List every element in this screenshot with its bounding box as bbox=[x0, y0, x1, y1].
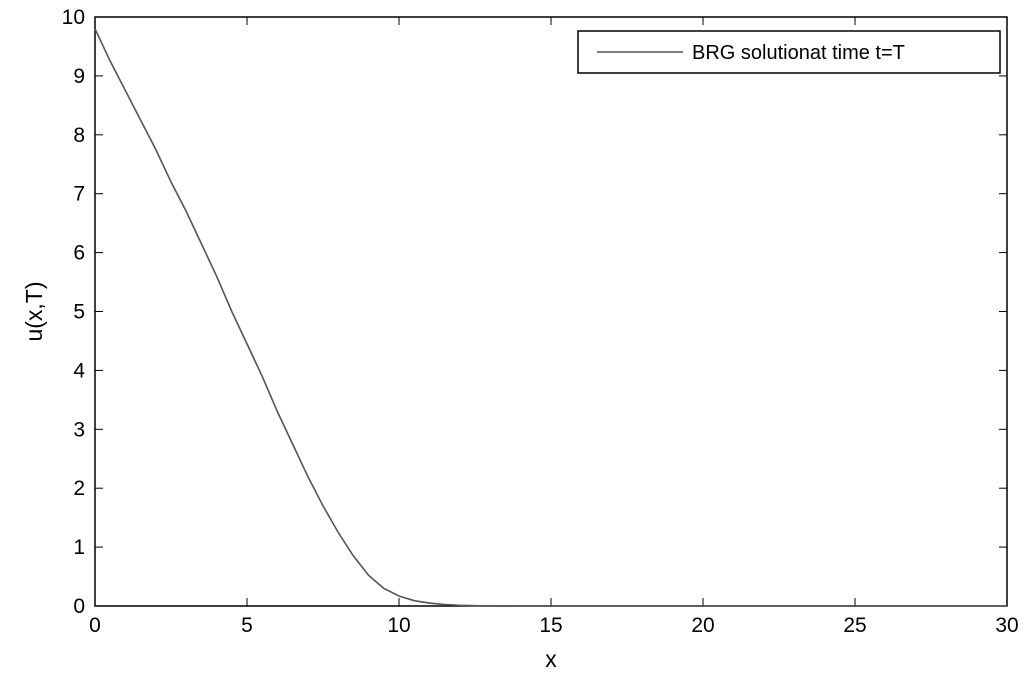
y-tick-label: 8 bbox=[73, 124, 85, 147]
plot-layer: 0 5 10 15 20 25 30 0 1 2 3 4 5 6 7 8 9 10 bbox=[62, 6, 1019, 637]
y-tick-label: 1 bbox=[73, 536, 85, 559]
y-tick-label: 0 bbox=[73, 595, 85, 618]
series-line bbox=[94, 28, 1007, 607]
y-tick-label: 9 bbox=[73, 65, 85, 88]
legend: BRG solutionat time t=T bbox=[577, 30, 1001, 74]
x-tick-label: 5 bbox=[241, 614, 253, 637]
x-axis-label: x bbox=[545, 646, 557, 672]
x-tick-label: 30 bbox=[995, 614, 1018, 637]
x-tick-label: 20 bbox=[691, 614, 714, 637]
x-tick-label: 25 bbox=[843, 614, 866, 637]
legend-entry-label: BRG solutionat time t=T bbox=[692, 42, 905, 64]
x-tick-label: 0 bbox=[89, 614, 101, 637]
y-axis-label: u(x,T) bbox=[21, 281, 47, 341]
x-tick-label: 15 bbox=[539, 614, 562, 637]
y-tick-label: 10 bbox=[62, 6, 85, 29]
y-tick-label: 7 bbox=[73, 183, 85, 206]
y-tick-label: 3 bbox=[73, 418, 85, 441]
y-tick-label: 6 bbox=[73, 242, 85, 265]
y-tick-label: 2 bbox=[73, 477, 85, 500]
y-tick-label: 5 bbox=[73, 301, 85, 324]
x-tick-label: 10 bbox=[387, 614, 410, 637]
y-tick-label: 4 bbox=[73, 359, 85, 382]
